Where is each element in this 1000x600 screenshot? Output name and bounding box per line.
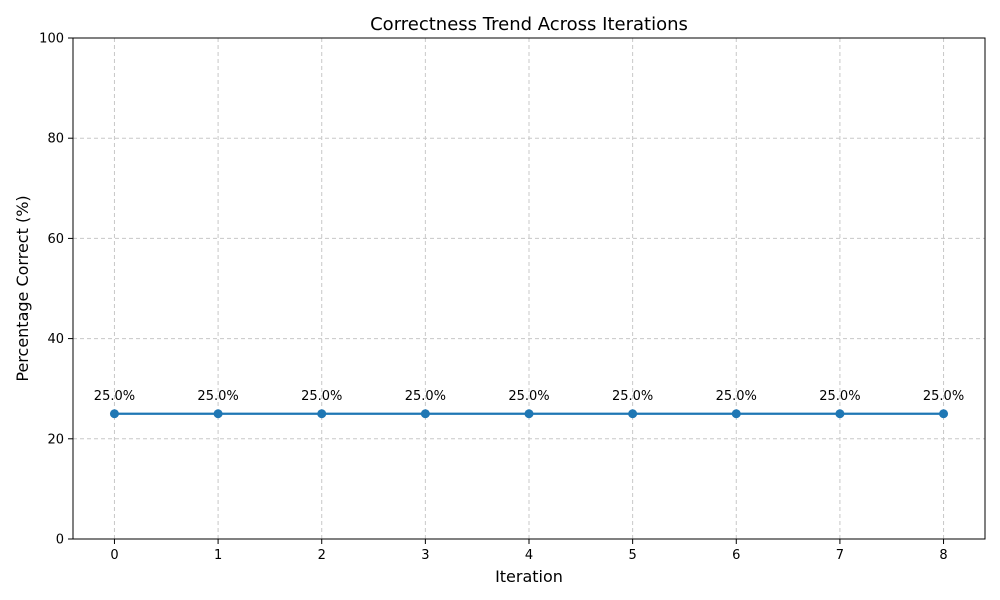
x-tick-label: 2 bbox=[318, 548, 326, 563]
data-label: 25.0% bbox=[716, 389, 757, 404]
grid-lines bbox=[73, 38, 985, 539]
x-tick-label: 6 bbox=[732, 548, 740, 563]
x-tick-label: 7 bbox=[836, 548, 844, 563]
data-point bbox=[524, 409, 534, 419]
data-label: 25.0% bbox=[197, 389, 238, 404]
data-label: 25.0% bbox=[923, 389, 964, 404]
data-label: 25.0% bbox=[301, 389, 342, 404]
data-point bbox=[109, 409, 119, 419]
data-label: 25.0% bbox=[612, 389, 653, 404]
data-point bbox=[939, 409, 949, 419]
x-tick-label: 0 bbox=[110, 548, 118, 563]
y-tick-label: 20 bbox=[47, 432, 64, 447]
data-label: 25.0% bbox=[94, 389, 135, 404]
data-point bbox=[731, 409, 741, 419]
x-tick-label: 8 bbox=[939, 548, 947, 563]
data-point bbox=[420, 409, 430, 419]
chart-title: Correctness Trend Across Iterations bbox=[370, 14, 688, 35]
data-point bbox=[213, 409, 223, 419]
y-axis-label: Percentage Correct (%) bbox=[13, 195, 32, 381]
y-tick-label: 0 bbox=[56, 533, 64, 548]
data-label: 25.0% bbox=[819, 389, 860, 404]
x-axis-label: Iteration bbox=[495, 567, 563, 586]
y-tick-label: 60 bbox=[47, 232, 64, 247]
data-label: 25.0% bbox=[405, 389, 446, 404]
x-tick-label: 3 bbox=[421, 548, 429, 563]
y-axis-ticks: 0 20 40 60 80 100 bbox=[39, 32, 73, 548]
y-tick-label: 40 bbox=[47, 332, 64, 347]
data-point bbox=[835, 409, 845, 419]
data-label: 25.0% bbox=[508, 389, 549, 404]
x-tick-label: 4 bbox=[525, 548, 533, 563]
x-tick-label: 1 bbox=[214, 548, 222, 563]
data-point bbox=[317, 409, 327, 419]
y-tick-label: 80 bbox=[47, 132, 64, 147]
data-point bbox=[628, 409, 638, 419]
y-tick-label: 100 bbox=[39, 32, 64, 47]
x-tick-label: 5 bbox=[628, 548, 636, 563]
series-layer: 25.0% 25.0% 25.0% 25.0% 25.0% 25.0% 25.0% 25.0%… bbox=[94, 389, 964, 419]
x-axis-ticks: 0 1 2 3 4 5 6 7 8 bbox=[110, 539, 948, 563]
